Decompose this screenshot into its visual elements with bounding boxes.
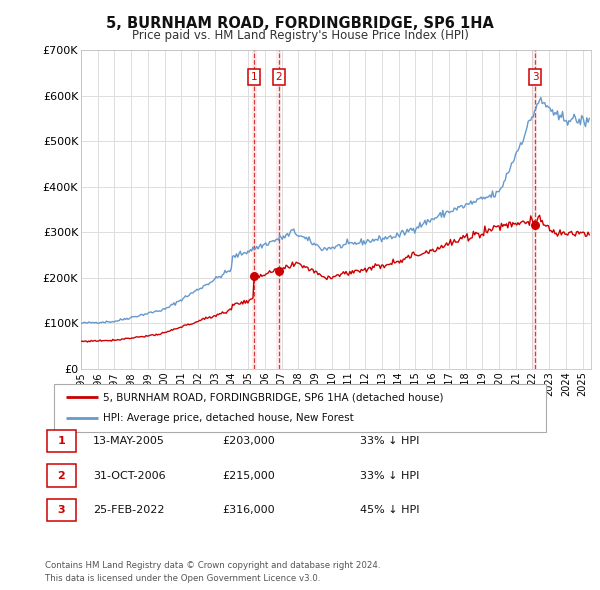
Text: 13-MAY-2005: 13-MAY-2005	[93, 437, 165, 446]
Text: 33% ↓ HPI: 33% ↓ HPI	[360, 471, 419, 480]
Text: 2: 2	[275, 72, 282, 82]
Text: £215,000: £215,000	[222, 471, 275, 480]
Text: 1: 1	[58, 437, 65, 446]
Text: 3: 3	[532, 72, 538, 82]
Bar	[252, 50, 257, 369]
Text: £203,000: £203,000	[222, 437, 275, 446]
Text: 45% ↓ HPI: 45% ↓ HPI	[360, 505, 419, 514]
Text: 3: 3	[58, 505, 65, 514]
Bar	[532, 50, 538, 369]
Text: £316,000: £316,000	[222, 505, 275, 514]
Text: 33% ↓ HPI: 33% ↓ HPI	[360, 437, 419, 446]
Bar	[277, 50, 281, 369]
Text: Contains HM Land Registry data © Crown copyright and database right 2024.
This d: Contains HM Land Registry data © Crown c…	[45, 562, 380, 583]
Text: 1: 1	[251, 72, 257, 82]
Text: 31-OCT-2006: 31-OCT-2006	[93, 471, 166, 480]
Text: Price paid vs. HM Land Registry's House Price Index (HPI): Price paid vs. HM Land Registry's House …	[131, 30, 469, 42]
Text: HPI: Average price, detached house, New Forest: HPI: Average price, detached house, New …	[103, 414, 354, 424]
Text: 2: 2	[58, 471, 65, 480]
Text: 25-FEB-2022: 25-FEB-2022	[93, 505, 164, 514]
Text: 5, BURNHAM ROAD, FORDINGBRIDGE, SP6 1HA (detached house): 5, BURNHAM ROAD, FORDINGBRIDGE, SP6 1HA …	[103, 392, 444, 402]
Text: 5, BURNHAM ROAD, FORDINGBRIDGE, SP6 1HA: 5, BURNHAM ROAD, FORDINGBRIDGE, SP6 1HA	[106, 16, 494, 31]
